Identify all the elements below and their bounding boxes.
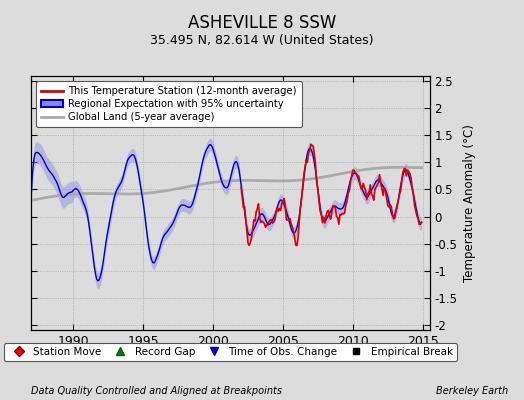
Text: Data Quality Controlled and Aligned at Breakpoints: Data Quality Controlled and Aligned at B… bbox=[31, 386, 282, 396]
Legend: Station Move, Record Gap, Time of Obs. Change, Empirical Break: Station Move, Record Gap, Time of Obs. C… bbox=[4, 343, 457, 361]
Text: ASHEVILLE 8 SSW: ASHEVILLE 8 SSW bbox=[188, 14, 336, 32]
Legend: This Temperature Station (12-month average), Regional Expectation with 95% uncer: This Temperature Station (12-month avera… bbox=[37, 81, 302, 127]
Text: 35.495 N, 82.614 W (United States): 35.495 N, 82.614 W (United States) bbox=[150, 34, 374, 47]
Y-axis label: Temperature Anomaly (°C): Temperature Anomaly (°C) bbox=[463, 124, 476, 282]
Text: Berkeley Earth: Berkeley Earth bbox=[436, 386, 508, 396]
